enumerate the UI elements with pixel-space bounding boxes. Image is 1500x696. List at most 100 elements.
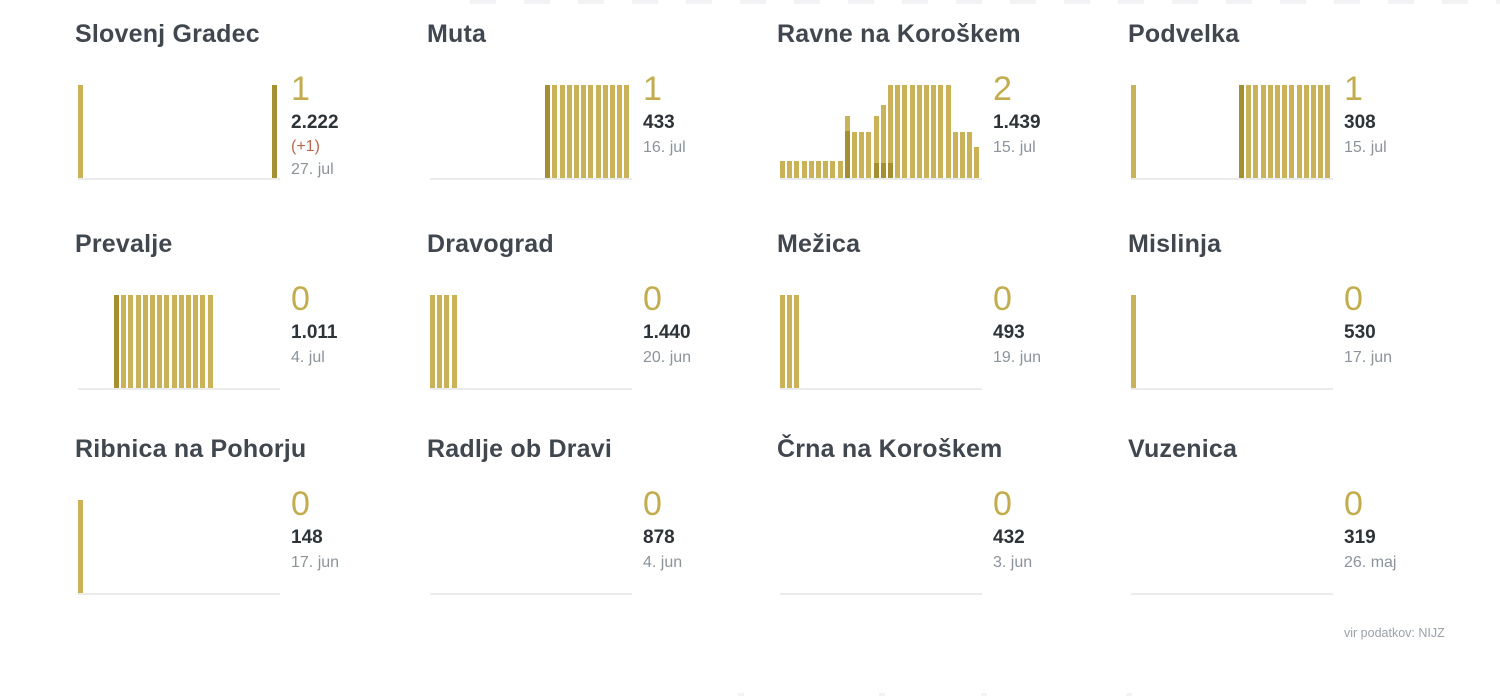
daily-bar[interactable] (1303, 85, 1309, 178)
daily-bar[interactable] (566, 85, 572, 178)
daily-bar[interactable] (931, 85, 937, 178)
daily-bar[interactable] (1318, 85, 1324, 178)
daily-bar[interactable] (588, 85, 594, 178)
daily-bar[interactable] (801, 161, 807, 178)
municipality-stats: 0 530 17. jun (1344, 282, 1476, 366)
daily-bar[interactable] (859, 132, 865, 178)
daily-bar[interactable] (1246, 85, 1252, 178)
daily-bar[interactable] (602, 85, 608, 178)
total-cases-value: 493 (993, 322, 1025, 343)
daily-bar[interactable] (451, 295, 457, 388)
daily-bar[interactable] (974, 147, 980, 178)
daily-bar[interactable] (1131, 295, 1136, 388)
daily-bar[interactable] (967, 132, 973, 178)
daily-bar[interactable] (1275, 85, 1280, 178)
municipality-name: Mislinja (1128, 230, 1222, 258)
daily-bar[interactable] (617, 85, 623, 178)
daily-bar[interactable] (780, 295, 785, 388)
daily-bar[interactable] (895, 85, 901, 178)
cases-bar-chart[interactable] (78, 295, 280, 390)
daily-bar[interactable] (207, 295, 213, 388)
daily-bar[interactable] (1325, 85, 1331, 178)
daily-bar[interactable] (595, 85, 601, 178)
daily-bar[interactable] (837, 161, 843, 178)
chart-and-stats-row: 0 1.011 4. jul (78, 282, 420, 390)
daily-bar[interactable] (1131, 85, 1136, 178)
daily-bar[interactable] (142, 295, 148, 388)
daily-bar[interactable] (830, 161, 836, 178)
daily-bar[interactable] (916, 85, 922, 178)
daily-bar[interactable] (823, 161, 829, 178)
daily-bar[interactable] (880, 105, 886, 178)
daily-bar[interactable] (888, 85, 893, 178)
daily-bar[interactable] (164, 295, 170, 388)
cases-bar-chart[interactable] (1131, 295, 1333, 390)
daily-bar[interactable] (200, 295, 206, 388)
daily-bar[interactable] (873, 115, 879, 178)
daily-bar[interactable] (437, 295, 443, 388)
municipality-name: Muta (427, 20, 487, 48)
daily-bar[interactable] (1260, 85, 1266, 178)
cases-bar-chart[interactable] (1131, 85, 1333, 180)
cases-bar-chart[interactable] (78, 500, 280, 595)
daily-bar[interactable] (909, 85, 915, 178)
daily-bar[interactable] (1296, 85, 1302, 178)
daily-bar[interactable] (1253, 85, 1259, 178)
daily-bar[interactable] (960, 132, 965, 178)
daily-bar[interactable] (559, 85, 565, 178)
cases-bar-chart[interactable] (780, 85, 982, 180)
daily-bar[interactable] (1282, 85, 1288, 178)
daily-bar[interactable] (794, 295, 800, 388)
daily-bar[interactable] (844, 115, 850, 178)
daily-bar[interactable] (624, 85, 630, 178)
daily-bar[interactable] (193, 295, 199, 388)
municipality-name: Radlje ob Dravi (427, 435, 612, 463)
daily-bar[interactable] (952, 132, 958, 178)
daily-bar[interactable] (1311, 85, 1316, 178)
municipality-name: Prevalje (75, 230, 173, 258)
cases-bar-chart[interactable] (1131, 500, 1333, 595)
daily-bar[interactable] (1267, 85, 1273, 178)
daily-bar[interactable] (816, 161, 821, 178)
daily-bar[interactable] (866, 132, 872, 178)
daily-bar[interactable] (78, 500, 83, 593)
daily-bar[interactable] (610, 85, 615, 178)
cases-bar-chart[interactable] (78, 85, 280, 180)
daily-bar[interactable] (121, 295, 127, 388)
daily-bar[interactable] (581, 85, 587, 178)
daily-bar[interactable] (794, 161, 800, 178)
cases-bar-chart[interactable] (430, 500, 632, 595)
daily-bar[interactable] (186, 295, 191, 388)
daily-bar[interactable] (157, 295, 163, 388)
daily-bar[interactable] (128, 295, 134, 388)
daily-bar[interactable] (1289, 85, 1295, 178)
daily-bar[interactable] (114, 295, 119, 388)
daily-bar[interactable] (787, 295, 793, 388)
daily-bar[interactable] (1239, 85, 1244, 178)
daily-bar[interactable] (430, 295, 435, 388)
daily-bar[interactable] (272, 85, 278, 178)
cases-bar-chart[interactable] (430, 295, 632, 390)
last-case-date: 19. jun (993, 349, 1042, 366)
daily-bar[interactable] (178, 295, 184, 388)
cases-bar-chart[interactable] (430, 85, 632, 180)
daily-bar[interactable] (902, 85, 908, 178)
daily-bar[interactable] (135, 295, 141, 388)
daily-bar[interactable] (171, 295, 177, 388)
cases-bar-chart[interactable] (780, 500, 982, 595)
cases-bar-chart[interactable] (780, 295, 982, 390)
daily-bar[interactable] (574, 85, 579, 178)
daily-bar[interactable] (444, 295, 450, 388)
daily-bar[interactable] (780, 161, 785, 178)
daily-bar[interactable] (150, 295, 155, 388)
daily-bar[interactable] (938, 85, 944, 178)
daily-bar[interactable] (808, 161, 814, 178)
daily-bar[interactable] (787, 161, 793, 178)
daily-bar[interactable] (552, 85, 558, 178)
last-case-date: 3. jun (993, 554, 1033, 571)
daily-bar[interactable] (945, 85, 951, 178)
daily-bar[interactable] (924, 85, 929, 178)
daily-bar[interactable] (545, 85, 551, 178)
daily-bar[interactable] (78, 85, 83, 178)
daily-bar[interactable] (852, 132, 857, 178)
